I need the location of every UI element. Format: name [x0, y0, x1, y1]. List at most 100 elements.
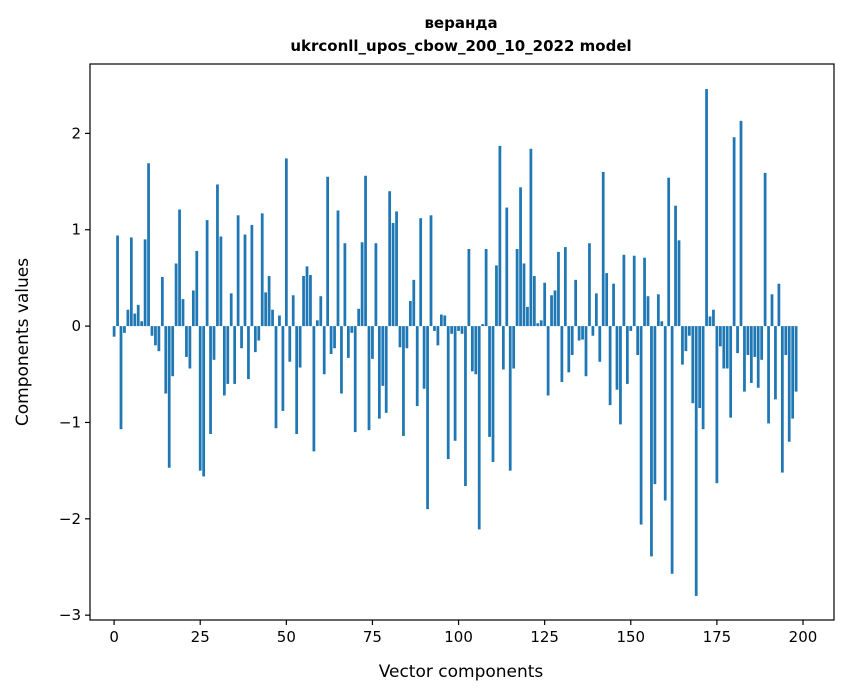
bar-92	[429, 215, 433, 327]
bar-184	[746, 326, 750, 356]
bar-61	[322, 326, 326, 375]
y-tick-label: 1	[71, 221, 81, 239]
bar-38	[243, 234, 247, 327]
bar-96	[443, 315, 447, 327]
bar-82	[395, 211, 398, 327]
bar-3	[123, 326, 126, 333]
bar-20	[181, 299, 185, 327]
bar-173	[708, 316, 712, 327]
bar-194	[780, 326, 784, 473]
bar-148	[622, 254, 626, 327]
bar-84	[402, 326, 405, 436]
bar-2	[119, 326, 123, 430]
bar-100	[457, 326, 460, 331]
bar-23	[191, 290, 195, 327]
bar-43	[260, 213, 264, 327]
bar-74	[367, 326, 371, 431]
x-tick-label: 150	[616, 628, 645, 646]
bar-10	[147, 163, 150, 327]
bar-165	[681, 326, 684, 365]
bar-64	[333, 326, 336, 349]
bar-126	[546, 326, 550, 396]
plot-frame	[89, 63, 835, 621]
bar-145	[612, 283, 615, 327]
bar-175	[715, 326, 719, 484]
bar-11	[150, 326, 154, 336]
bar-72	[360, 242, 364, 327]
bar-112	[498, 145, 502, 327]
bar-18	[174, 263, 178, 327]
bar-130	[560, 326, 564, 382]
bar-139	[591, 326, 595, 336]
bar-66	[340, 326, 343, 394]
bar-102	[464, 326, 467, 487]
bar-14	[160, 276, 164, 327]
bar-60	[319, 296, 323, 327]
bar-190	[767, 326, 770, 424]
bar-79	[384, 326, 388, 413]
chart-title: веранда	[424, 14, 497, 32]
bar-183	[743, 326, 746, 392]
bar-117	[515, 249, 519, 327]
bar-36	[236, 215, 240, 327]
bar-138	[588, 243, 591, 327]
bar-6	[133, 313, 137, 327]
bar-40	[250, 224, 254, 327]
bar-188	[760, 326, 764, 360]
bar-25	[198, 326, 202, 471]
bar-39	[247, 326, 250, 380]
bar-164	[677, 240, 681, 327]
bar-58	[312, 326, 316, 452]
bar-37	[240, 326, 243, 349]
bar-113	[501, 326, 505, 370]
bar-172	[705, 89, 708, 327]
bar-41	[253, 326, 257, 353]
bar-137	[584, 326, 588, 377]
bar-78	[381, 326, 385, 386]
bar-12	[154, 326, 157, 346]
bar-125	[543, 282, 547, 327]
bar-52	[291, 295, 295, 327]
bar-24	[195, 250, 199, 327]
bar-180	[732, 137, 736, 327]
bar-181	[736, 326, 739, 354]
bar-35	[233, 326, 237, 384]
bar-141	[598, 326, 602, 362]
bar-174	[712, 309, 715, 327]
bar-185	[749, 326, 753, 383]
bar-187	[756, 326, 760, 388]
bar-49	[281, 326, 285, 411]
x-tick-label: 125	[530, 628, 559, 646]
bar-111	[495, 265, 498, 327]
bar-189	[763, 172, 767, 327]
bar-171	[701, 326, 705, 430]
bar-63	[329, 326, 333, 355]
bar-53	[295, 326, 299, 435]
bar-108	[484, 249, 488, 327]
bar-156	[650, 326, 653, 557]
bar-162	[670, 326, 674, 574]
bar-186	[753, 326, 757, 357]
bar-27	[205, 220, 209, 327]
bar-142	[601, 171, 605, 327]
bar-124	[539, 320, 543, 327]
bar-177	[722, 326, 726, 369]
bar-109	[488, 326, 491, 437]
bar-13	[157, 326, 161, 352]
bar-160	[663, 326, 667, 501]
bar-30	[216, 184, 219, 327]
bar-178	[725, 326, 729, 369]
bar-89	[419, 218, 423, 327]
bar-191	[770, 294, 774, 327]
bar-62	[326, 176, 330, 327]
bar-136	[581, 326, 584, 340]
bar-121	[529, 148, 533, 327]
bar-166	[684, 326, 688, 352]
bar-76	[374, 243, 378, 327]
bar-143	[605, 273, 609, 327]
bar-149	[625, 326, 629, 384]
bar-105	[474, 326, 478, 375]
bar-73	[364, 175, 367, 327]
bar-157	[653, 326, 657, 485]
